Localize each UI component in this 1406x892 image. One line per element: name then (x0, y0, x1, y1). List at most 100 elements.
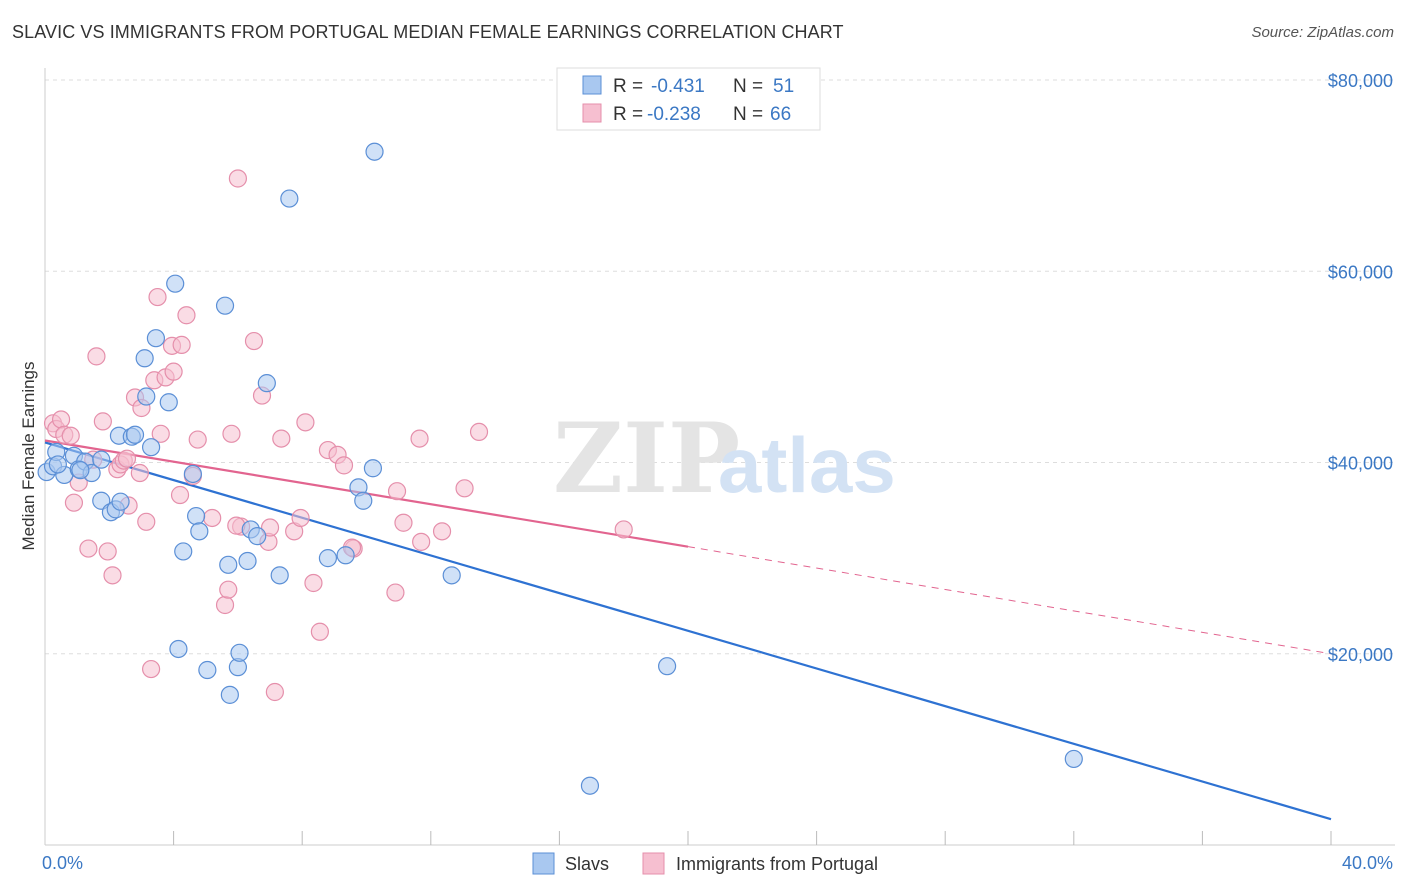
point-slavs (169, 639, 188, 659)
point-portugal (177, 306, 196, 325)
point-slavs (215, 296, 235, 315)
point-portugal (51, 410, 71, 429)
legend-n-value-slavs: 51 (773, 76, 794, 97)
bottom-legend-swatch-slavs (532, 852, 555, 875)
source-label: Source: ZipAtlas.com (1251, 24, 1394, 41)
point-portugal (137, 512, 156, 531)
point-slavs (146, 329, 166, 348)
x-ticks (173, 831, 1332, 845)
y-tick-labels: $20,000 $40,000 $60,000 $80,000 (1328, 71, 1393, 665)
trendline-slavs (44, 441, 1332, 821)
point-portugal (387, 482, 407, 501)
point-portugal (228, 169, 247, 188)
point-slavs (92, 450, 111, 469)
point-portugal (412, 532, 431, 551)
point-portugal (151, 424, 170, 443)
watermark-atlas: atlas (718, 421, 896, 509)
trendline-portugal-extrapolated (687, 546, 1332, 655)
series-immigrants-from-portugal (43, 169, 633, 702)
legend-r-value-slavs: -0.431 (651, 76, 705, 97)
point-portugal (103, 566, 122, 585)
point-portugal (304, 573, 323, 593)
x-tick-label-min: 0.0% (42, 853, 83, 873)
correlation-legend: R = -0.431 N = 51 R = -0.238 N = 66 (556, 67, 821, 131)
legend-r-label-slavs: R = (613, 76, 643, 97)
point-portugal (291, 508, 310, 528)
point-portugal (87, 347, 106, 366)
point-slavs (71, 461, 90, 480)
point-slavs (125, 425, 145, 444)
legend-swatch-portugal (582, 103, 602, 123)
chart-title: SLAVIC VS IMMIGRANTS FROM PORTUGAL MEDIA… (12, 22, 844, 42)
point-portugal (455, 479, 474, 498)
point-portugal (334, 456, 354, 475)
y-tick-label: $60,000 (1328, 262, 1393, 282)
point-portugal (61, 426, 80, 445)
point-portugal (117, 449, 137, 468)
legend-r-label-portugal: R = (613, 104, 643, 125)
point-portugal (222, 424, 241, 443)
point-slavs (166, 274, 185, 293)
point-slavs (442, 566, 461, 585)
watermark: ZIP atlas (553, 402, 896, 515)
point-portugal (93, 412, 112, 431)
point-slavs (280, 189, 299, 208)
point-slavs (354, 491, 373, 510)
y-axis-title: Median Female Earnings (19, 362, 38, 551)
point-slavs (363, 459, 383, 478)
point-portugal (410, 429, 429, 448)
bottom-legend-label-portugal: Immigrants from Portugal (676, 854, 878, 874)
point-slavs (238, 551, 257, 571)
point-portugal (64, 493, 84, 512)
point-portugal (141, 659, 161, 679)
point-portugal (432, 522, 452, 541)
point-slavs (270, 566, 289, 585)
y-tick-label: $20,000 (1328, 645, 1393, 665)
legend-r-value-portugal: -0.238 (647, 104, 701, 125)
point-slavs (220, 685, 239, 704)
point-slavs (365, 142, 384, 161)
point-slavs (141, 438, 161, 457)
y-tick-label: $40,000 (1328, 454, 1393, 474)
y-tick-label: $80,000 (1328, 71, 1393, 91)
point-slavs (580, 776, 600, 795)
x-tick-label-max: 40.0% (1342, 853, 1393, 873)
point-slavs (159, 393, 178, 412)
point-portugal (469, 422, 489, 441)
point-slavs (174, 542, 193, 561)
point-portugal (130, 463, 149, 483)
point-slavs (111, 492, 130, 511)
point-slavs (230, 643, 249, 662)
point-portugal (272, 429, 291, 448)
point-portugal (394, 513, 413, 532)
point-portugal (614, 520, 633, 539)
point-slavs (198, 660, 217, 680)
point-slavs (48, 455, 67, 474)
point-portugal (170, 485, 190, 505)
watermark-zip: ZIP (553, 402, 740, 515)
point-portugal (172, 335, 191, 354)
point-slavs (187, 506, 206, 526)
point-slavs (336, 546, 355, 565)
point-portugal (188, 430, 207, 449)
point-portugal (265, 682, 284, 702)
point-portugal (215, 595, 235, 615)
point-slavs (137, 387, 156, 406)
series-slavs (37, 142, 1083, 795)
legend-n-label-portugal: N = (733, 104, 763, 125)
point-slavs (658, 657, 677, 676)
point-portugal (98, 542, 117, 561)
legend-n-value-portugal: 66 (770, 104, 791, 125)
point-slavs (257, 374, 276, 393)
point-portugal (203, 508, 222, 528)
legend-swatch-slavs (582, 75, 602, 95)
point-slavs (219, 555, 238, 574)
point-portugal (148, 287, 167, 307)
point-slavs (318, 549, 338, 568)
point-slavs (183, 464, 202, 484)
point-portugal (219, 580, 238, 599)
point-portugal (386, 583, 405, 602)
point-portugal (244, 331, 264, 351)
point-slavs (1064, 749, 1083, 769)
